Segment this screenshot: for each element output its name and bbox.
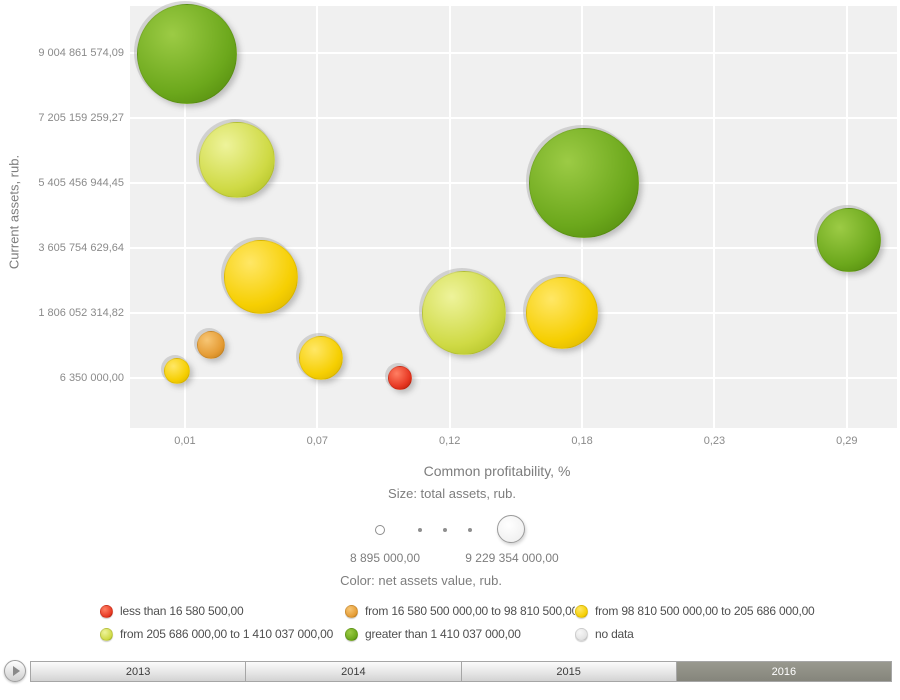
y-axis-tick-label: 1 806 052 314,82 bbox=[38, 306, 124, 319]
legend-label: less than 16 580 500,00 bbox=[120, 604, 244, 618]
gridline-horizontal bbox=[130, 376, 897, 379]
bubble-yellow[interactable] bbox=[298, 335, 343, 380]
color-legend-item: greater than 1 410 037 000,00 bbox=[345, 625, 575, 643]
size-legend-max-circle bbox=[497, 515, 525, 543]
legend-label: no data bbox=[595, 627, 634, 641]
bubble-yellow[interactable] bbox=[526, 276, 598, 349]
x-axis-tick-label: 0,07 bbox=[306, 435, 329, 447]
gridline-vertical bbox=[316, 6, 319, 428]
bubble-green[interactable] bbox=[136, 4, 237, 105]
bubble-yellow_green[interactable] bbox=[199, 121, 276, 198]
y-axis-tick-label: 7 205 159 259,27 bbox=[38, 112, 124, 125]
x-axis-tick-label: 0,29 bbox=[836, 435, 858, 447]
bubble-yellow_green[interactable] bbox=[422, 270, 507, 355]
color-legend-item: no data bbox=[575, 625, 870, 643]
bubble-orange[interactable] bbox=[196, 330, 225, 359]
x-axis-tick-labels: 0,01 0,07 0,12 0,18 0,23 0,29 bbox=[130, 435, 897, 449]
color-legend-title: Color: net assets value, rub. bbox=[340, 573, 502, 588]
plot-area bbox=[130, 4, 897, 428]
gridline-vertical bbox=[713, 6, 716, 428]
color-legend-item: from 16 580 500 000,00 to 98 810 500,00 bbox=[345, 602, 575, 620]
size-legend-dot bbox=[418, 528, 422, 532]
x-axis-tick-label: 0,18 bbox=[571, 435, 593, 447]
play-icon bbox=[12, 666, 20, 676]
size-legend-dot bbox=[468, 528, 472, 532]
play-button[interactable] bbox=[4, 660, 26, 682]
size-legend-title: Size: total assets, rub. bbox=[388, 486, 516, 501]
legend-label: from 205 686 000,00 to 1 410 037 000,00 bbox=[120, 627, 334, 641]
legend-label: from 98 810 500 000,00 to 205 686 000,00 bbox=[595, 604, 815, 618]
gridline-horizontal bbox=[130, 247, 897, 250]
gridline-horizontal bbox=[130, 52, 897, 55]
legend-color-dot bbox=[345, 627, 358, 641]
legend-color-dot bbox=[575, 604, 588, 618]
gridline-horizontal bbox=[130, 117, 897, 120]
size-legend-max-label: 9 229 354 000,00 bbox=[465, 551, 559, 565]
size-legend-min-label: 8 895 000,00 bbox=[349, 551, 421, 565]
legend-color-dot bbox=[345, 604, 358, 618]
timeline-segment-2015[interactable]: 2015 bbox=[461, 662, 677, 681]
gridline-horizontal bbox=[130, 182, 897, 185]
legend-color-dot bbox=[100, 627, 113, 641]
legend-color-dot bbox=[100, 604, 113, 618]
y-axis-tick-label: 6 350 000,00 bbox=[59, 371, 124, 384]
gridline-vertical bbox=[183, 6, 186, 428]
size-legend-dot bbox=[443, 528, 447, 532]
gridline-horizontal bbox=[130, 311, 897, 314]
color-legend-item: from 98 810 500 000,00 to 205 686 000,00 bbox=[575, 602, 870, 620]
bubble-yellow[interactable] bbox=[223, 240, 298, 315]
timeline: 2013 2014 2015 2016 bbox=[30, 661, 892, 682]
legend-color-dot bbox=[575, 627, 588, 641]
x-axis-tick-label: 0,23 bbox=[703, 435, 726, 447]
timeline-segment-2016[interactable]: 2016 bbox=[676, 662, 891, 681]
x-axis-tick-label: 0,01 bbox=[174, 435, 196, 447]
timeline-segment-2014[interactable]: 2014 bbox=[246, 662, 462, 681]
x-axis-tick-label: 0,12 bbox=[438, 435, 461, 447]
y-axis-tick-label: 5 405 456 944,45 bbox=[38, 177, 124, 190]
timeline-segment-2013[interactable]: 2013 bbox=[31, 662, 247, 681]
y-axis-tick-label: 3 605 754 629,64 bbox=[38, 242, 124, 255]
legend-label: from 16 580 500 000,00 to 98 810 500,00 bbox=[365, 604, 575, 618]
bubble-red[interactable] bbox=[387, 365, 412, 390]
legend-label: greater than 1 410 037 000,00 bbox=[365, 627, 521, 641]
bubble-yellow[interactable] bbox=[164, 357, 191, 384]
y-axis-tick-label: 9 004 861 574,09 bbox=[38, 47, 124, 60]
color-legend-item: less than 16 580 500,00 bbox=[100, 602, 345, 620]
color-legend: less than 16 580 500,00 from 16 580 500 0… bbox=[100, 602, 870, 643]
gridline-vertical bbox=[448, 6, 451, 428]
x-axis-title: Common profitability, % bbox=[423, 463, 571, 479]
bubble-green[interactable] bbox=[816, 208, 881, 273]
color-legend-item: from 205 686 000,00 to 1 410 037 000,00 bbox=[100, 625, 345, 643]
size-legend-min-circle bbox=[375, 525, 385, 535]
bubble-green[interactable] bbox=[528, 128, 639, 239]
y-axis-tick-labels: 6 350 000,00 1 806 052 314,82 3 605 754 62… bbox=[0, 6, 124, 428]
